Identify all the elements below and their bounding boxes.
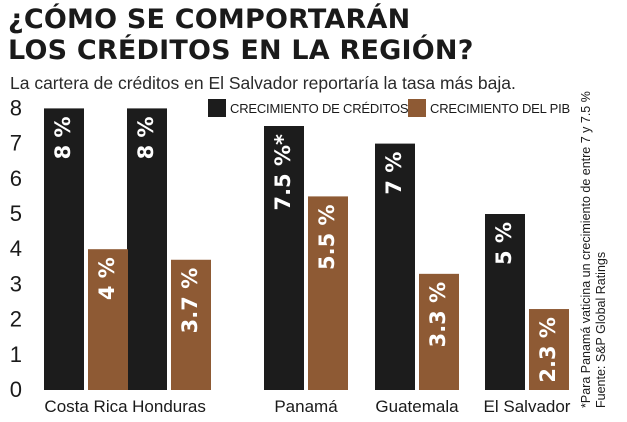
side-note: *Para Panamá vaticina un crecimiento de … (579, 48, 609, 408)
x-tick-label: Honduras (132, 397, 206, 416)
title-line-2: LOS CRÉDITOS EN LA REGIÓN? (8, 35, 474, 66)
chart-title: ¿CÓMO SE COMPORTARÁN LOS CRÉDITOS EN LA … (8, 4, 474, 66)
bars: 8 % 8 % 7.5 %* 7 % 5 % 4 % 3.7 % 5.5 % 3.3 % 2.3 … (44, 108, 569, 391)
y-tick-label: 8 (10, 95, 22, 120)
y-tick-label: 4 (10, 236, 22, 261)
title-line-1: ¿CÓMO SE COMPORTARÁN (8, 4, 411, 35)
y-tick-label: 7 (10, 131, 22, 156)
bar-data-label: 5.5 % (315, 204, 339, 270)
bar-gdp (308, 196, 348, 390)
y-tick-label: 5 (10, 201, 22, 226)
x-tick-label: El Salvador (484, 397, 571, 416)
y-axis: 0 1 2 3 4 5 6 7 8 (10, 95, 22, 402)
y-tick-label: 1 (10, 342, 22, 367)
legend-swatch-gdp (408, 99, 426, 117)
y-tick-label: 6 (10, 166, 22, 191)
bar-data-label: 3.7 % (178, 268, 202, 334)
bar-data-label: 7 % (382, 152, 406, 195)
bar-data-label: 7.5 %* (271, 134, 295, 211)
bar-data-label: 5 % (492, 222, 516, 265)
bar-gdp (171, 259, 211, 390)
bar-gdp (88, 249, 128, 390)
x-tick-label: Guatemala (375, 397, 459, 416)
bar-data-label: 2.3 % (536, 317, 560, 383)
x-tick-label: Costa Rica (44, 397, 128, 416)
y-tick-label: 3 (10, 271, 22, 296)
bar-data-label: 3.3 % (426, 282, 450, 348)
x-tick-label: Panamá (274, 397, 338, 416)
bar-data-label: 8 % (51, 116, 75, 159)
y-tick-label: 2 (10, 307, 22, 332)
bar-credit (264, 126, 304, 390)
bar-gdp (529, 309, 569, 390)
bar-data-label: 4 % (95, 257, 119, 300)
bar-data-label: 8 % (134, 116, 158, 159)
bar-credit (375, 143, 415, 390)
bar-credit (44, 108, 84, 391)
legend-item-credit: CRECIMIENTO DE CRÉDITOS (208, 99, 409, 117)
chart-subtitle: La cartera de créditos en El Salvador re… (10, 73, 516, 93)
bar-gdp (419, 273, 459, 390)
legend-swatch-credit (208, 99, 226, 117)
footnote: *Para Panamá vaticina un crecimiento de … (579, 91, 593, 408)
legend-item-gdp: CRECIMIENTO DEL PIB (408, 99, 570, 117)
y-tick-label: 0 (10, 377, 22, 402)
bar-credit (127, 108, 167, 391)
source-note: Fuente: S&P Global Ratings (594, 251, 608, 408)
legend-label-gdp: CRECIMIENTO DEL PIB (430, 100, 570, 116)
bar-credit (485, 214, 525, 390)
x-axis: Costa Rica Honduras Panamá Guatemala El Salv… (44, 397, 570, 416)
legend-label-credit: CRECIMIENTO DE CRÉDITOS (230, 100, 409, 116)
